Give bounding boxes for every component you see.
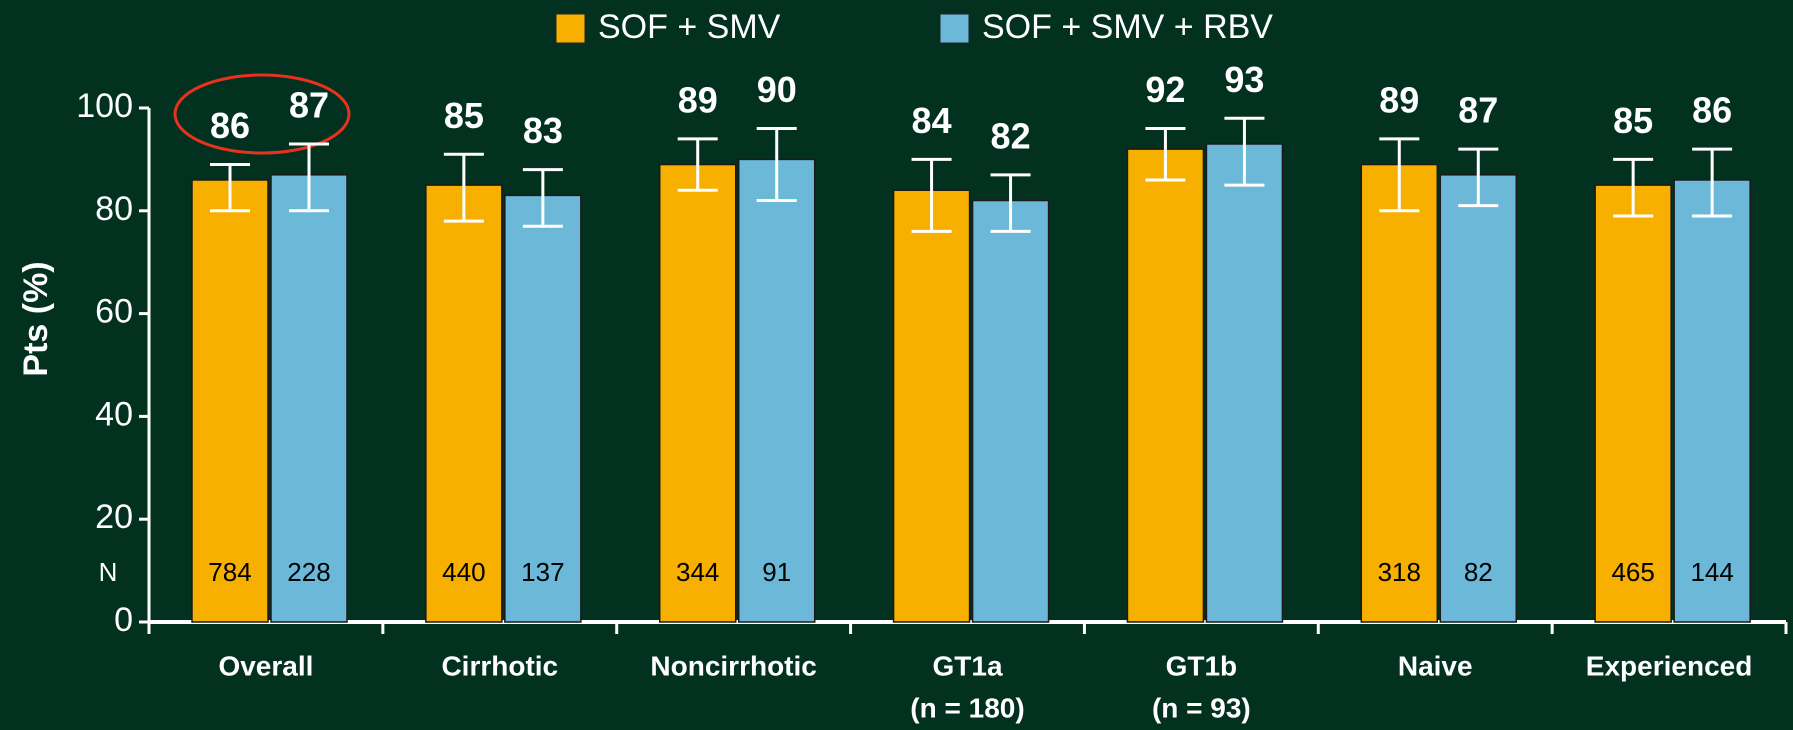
bar [191, 179, 269, 623]
bar [737, 158, 816, 623]
data-label: 82 [991, 115, 1031, 156]
data-label: 86 [1692, 90, 1732, 131]
x-tick-label: Cirrhotic [441, 650, 558, 681]
data-label: 85 [1613, 100, 1653, 141]
data-label: 85 [444, 95, 484, 136]
data-label: 92 [1145, 69, 1185, 110]
bar [1360, 163, 1439, 623]
data-label: 90 [757, 69, 797, 110]
y-tick-label: 0 [114, 601, 133, 639]
n-value: 82 [1464, 557, 1493, 587]
error-bar [911, 157, 952, 233]
y-tick-label: 80 [95, 190, 133, 228]
error-bar [1224, 116, 1265, 187]
y-tick-label: 40 [95, 395, 133, 433]
error-bar [522, 168, 563, 228]
x-tick-note: (n = 180) [910, 692, 1024, 723]
bar [892, 189, 971, 623]
error-bar [1145, 127, 1186, 182]
data-label: 89 [678, 79, 718, 120]
n-value: 344 [676, 557, 719, 587]
x-tick-note: (n = 93) [1152, 692, 1251, 723]
error-bar [756, 127, 797, 203]
highlight-ellipse [173, 73, 351, 155]
x-tick-label: GT1a [932, 650, 1002, 681]
legend-swatch [555, 13, 586, 44]
n-value: 137 [521, 557, 564, 587]
error-bar [210, 163, 250, 213]
error-bar [990, 173, 1031, 233]
data-label: 84 [912, 100, 952, 141]
y-tick-label: 20 [95, 498, 133, 536]
data-label: 86 [210, 105, 250, 146]
error-bar [1613, 157, 1654, 218]
error-bar [1458, 147, 1499, 208]
n-value: 440 [442, 557, 485, 587]
legend-label: SOF + SMV + RBV [982, 8, 1273, 46]
error-bar [289, 142, 329, 213]
bar [1594, 184, 1672, 623]
n-value: 465 [1611, 557, 1654, 587]
n-value: 91 [762, 557, 791, 587]
error-bar [1692, 147, 1733, 218]
n-value: 144 [1690, 557, 1733, 587]
x-tick-label: Noncirrhotic [650, 650, 816, 681]
bar [270, 174, 348, 623]
x-tick-label: Overall [218, 650, 313, 681]
n-label: N [99, 557, 118, 587]
bar [658, 163, 737, 623]
error-bar [1379, 137, 1420, 213]
x-tick-label: Naive [1398, 650, 1473, 681]
data-label: 83 [523, 110, 563, 151]
legend-swatch [939, 13, 970, 44]
bar [1673, 179, 1751, 623]
bar [1439, 174, 1518, 623]
n-value: 784 [208, 557, 251, 587]
data-label: 87 [1458, 90, 1498, 131]
y-tick-label: 60 [95, 293, 133, 331]
bar [971, 199, 1050, 623]
bar [1205, 143, 1284, 623]
data-label: 87 [289, 84, 329, 125]
error-bar [677, 137, 718, 192]
bar [504, 194, 582, 623]
n-value: 228 [287, 557, 330, 587]
legend-label: SOF + SMV [598, 8, 781, 46]
error-bar [443, 152, 484, 223]
data-label: 89 [1379, 79, 1419, 120]
bar [1126, 148, 1205, 623]
y-axis-label: Pts (%) [17, 261, 55, 376]
data-label: 93 [1224, 59, 1264, 100]
bar [425, 184, 503, 623]
n-value: 318 [1378, 557, 1421, 587]
x-tick-label: Experienced [1586, 650, 1753, 681]
x-tick-label: GT1b [1166, 650, 1238, 681]
y-tick-label: 100 [76, 87, 133, 125]
